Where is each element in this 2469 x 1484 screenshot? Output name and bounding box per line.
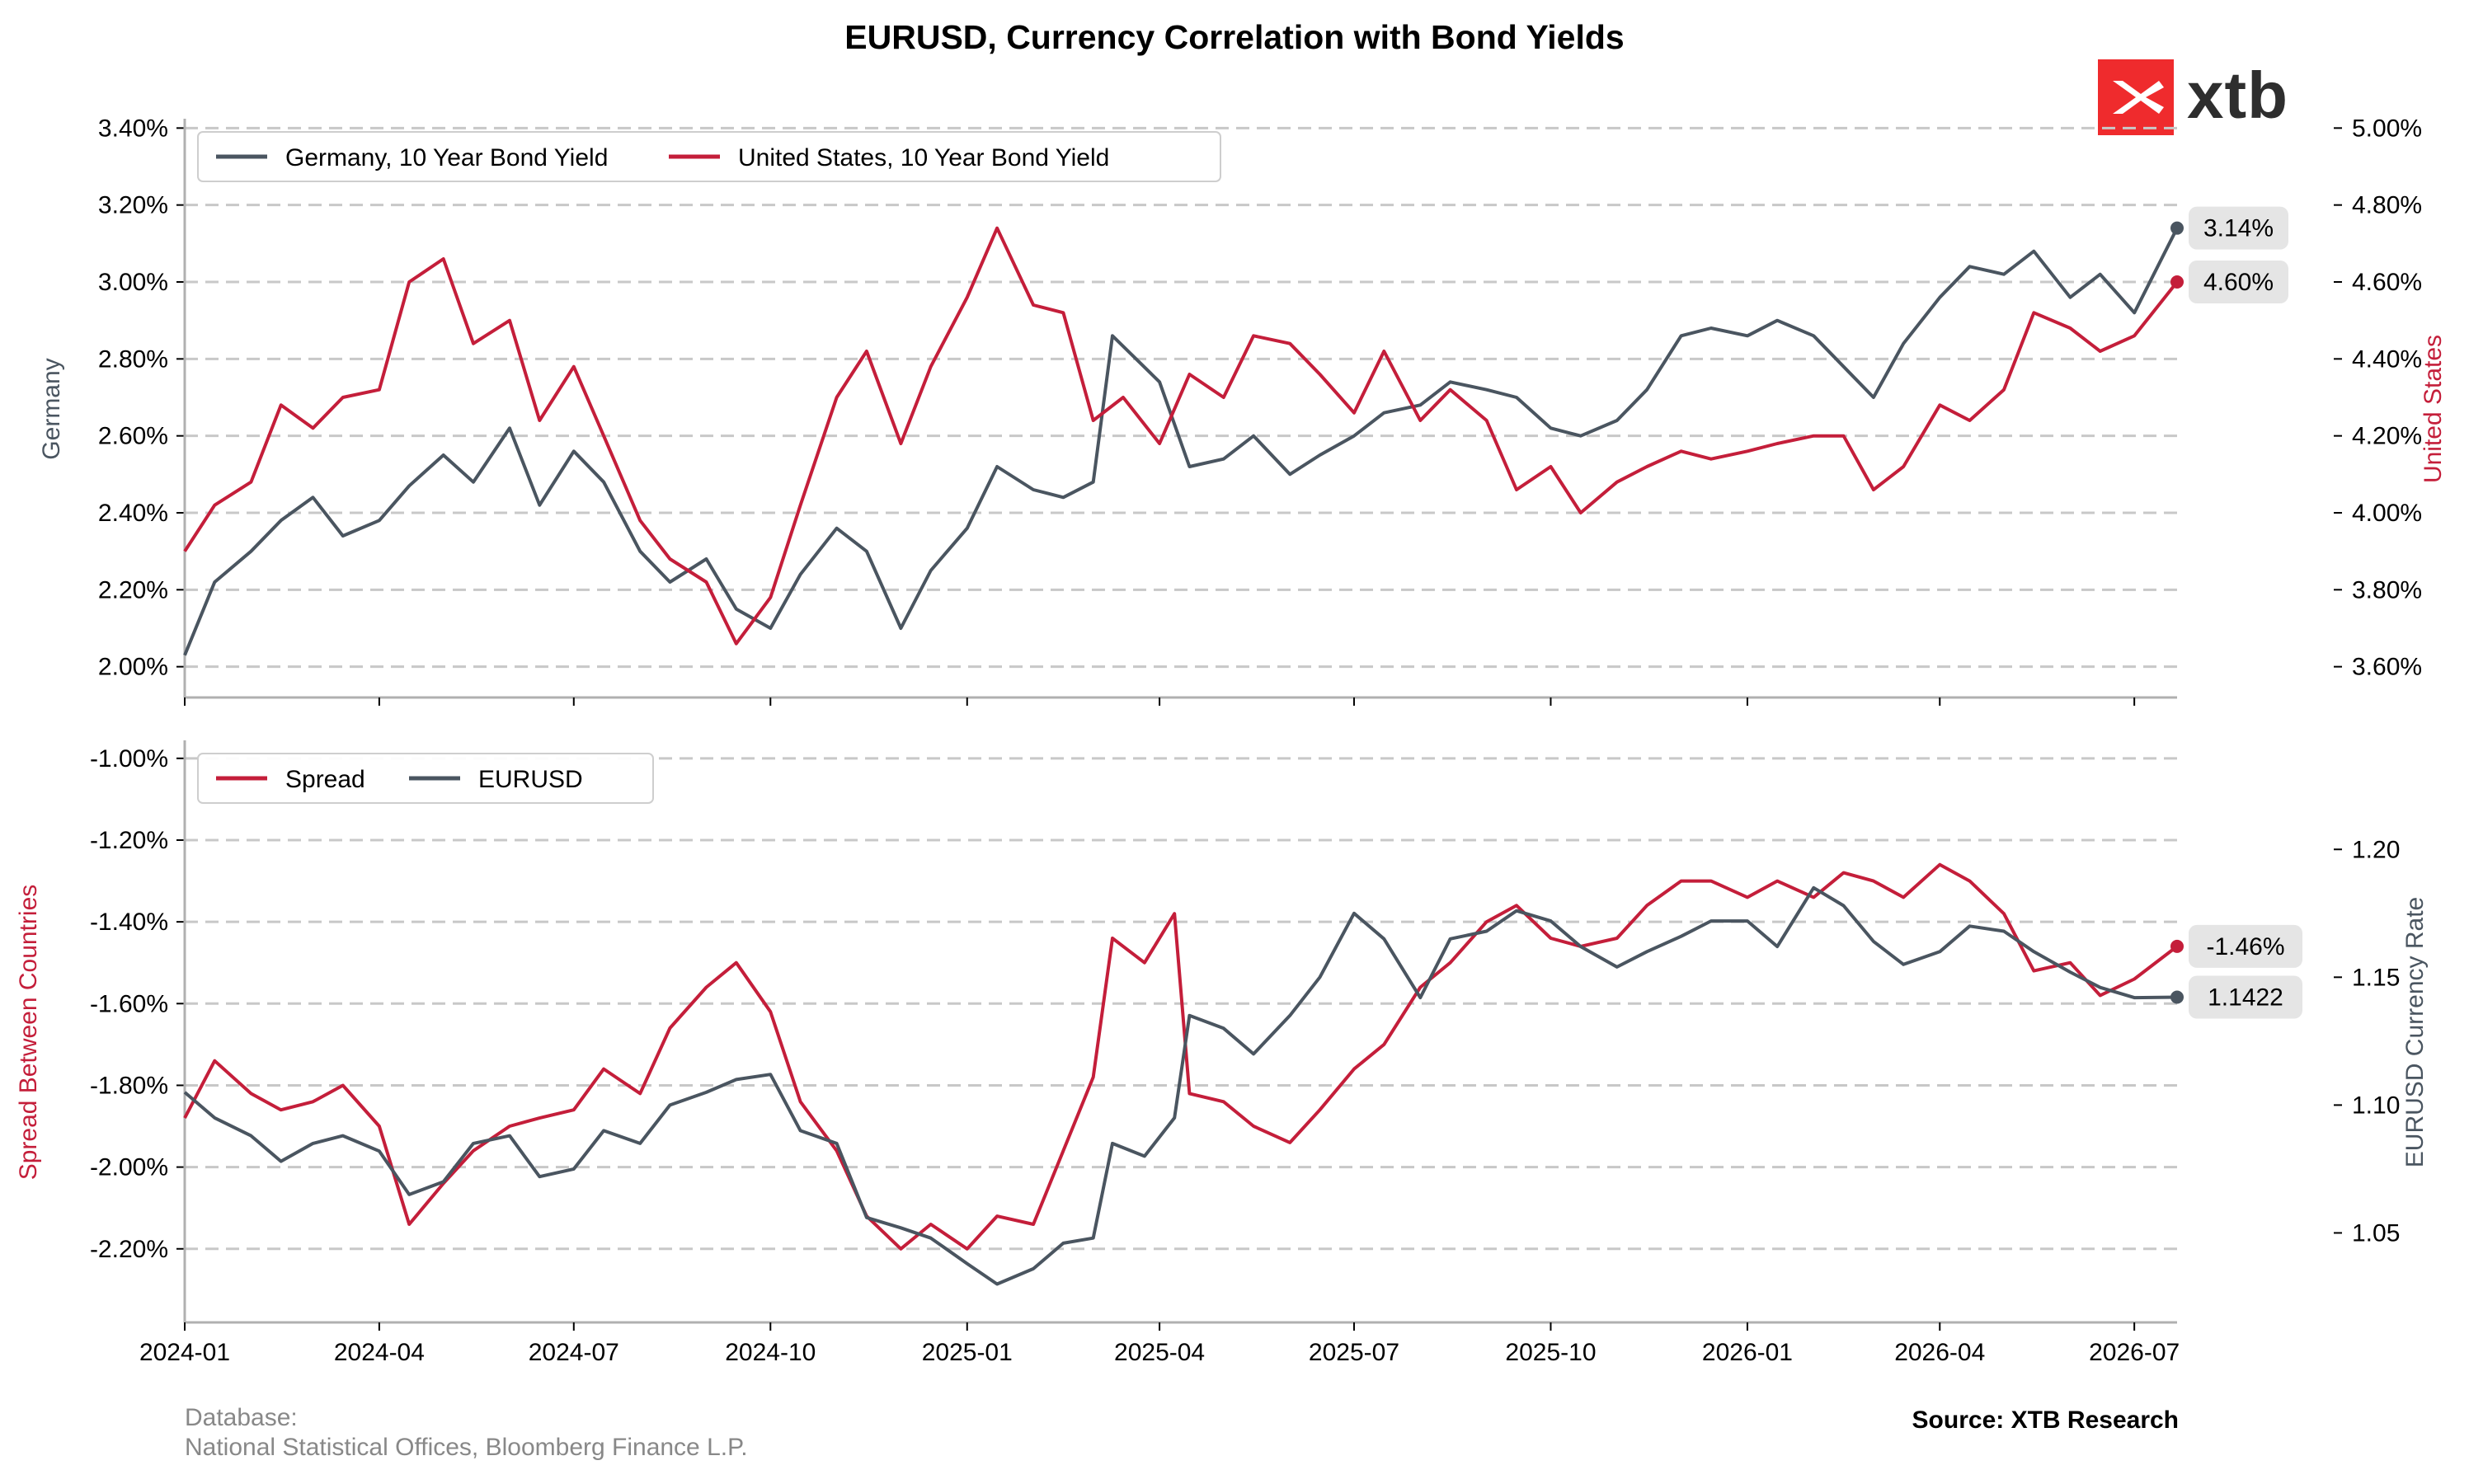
legend-entry-label: United States, 10 Year Bond Yield [738,144,1109,171]
last-value-marker [2170,275,2184,289]
x-tick-label: 2026-07 [2089,1339,2180,1366]
left-tick-label: -2.00% [90,1154,168,1181]
x-tick-label: 2026-01 [1702,1339,1793,1366]
x-tick-label: 2025-10 [1505,1339,1596,1366]
left-tick-label: -1.00% [90,745,168,773]
left-tick-label: 2.80% [98,345,168,373]
left-tick-label: -1.80% [90,1072,168,1099]
left-tick-label: -1.60% [90,990,168,1017]
last-value-badge [2189,975,2302,1019]
right-tick-label: 3.60% [2352,654,2422,681]
series-line [183,226,2179,646]
x-tick-label: 2024-01 [139,1339,230,1366]
xtb-logo-text: xtb [2187,59,2288,132]
footer-database-sources: National Statistical Offices, Bloomberg … [185,1434,748,1461]
top-panel: 2.00% 2.20% 2.40% 2.60% 2.80% 3.00% 3.20% 3.40%… [38,115,2447,706]
right-tick-label: 1.05 [2352,1219,2400,1247]
x-tick-label: 2025-01 [922,1339,1013,1366]
right-tick-label: 1.10 [2352,1092,2400,1119]
left-tick-label: -1.20% [90,827,168,854]
left-tick-label: -1.40% [90,909,168,936]
right-axis-label: EURUSD Currency Rate [2401,897,2429,1167]
xtb-x-icon [2113,81,2164,114]
last-value-badge [2189,924,2302,968]
last-value-label: 1.1422 [2208,984,2283,1012]
legend-entry-label: Spread [285,766,365,793]
right-tick-label: 4.40% [2352,345,2422,373]
right-tick-label: 1.15 [2352,964,2400,991]
x-tick-label: 2025-07 [1309,1339,1399,1366]
last-value-marker [2170,990,2184,1004]
left-tick-label: 2.00% [98,654,168,681]
series-line [183,885,2178,1286]
footer-source: Source: XTB Research [1912,1407,2179,1434]
last-value-marker [2170,939,2184,953]
footer-database-label: Database: [185,1404,298,1431]
left-axis-label: Spread Between Countries [15,885,42,1181]
right-tick-label: 4.60% [2352,269,2422,296]
bottom-panel: -2.20% -2.00% -1.80% -1.60% -1.40% -1.20% -1.0… [15,740,2429,1366]
last-value-badge [2189,261,2288,303]
series-line [183,862,2179,1251]
x-tick-label: 2025-04 [1114,1339,1205,1366]
right-tick-label: 4.20% [2352,423,2422,450]
left-tick-label: -2.20% [90,1236,168,1263]
legend-entry-label: Germany, 10 Year Bond Yield [285,144,608,171]
x-tick-label: 2026-04 [1894,1339,1985,1366]
left-tick-label: 3.20% [98,192,168,219]
last-value-label: 3.14% [2203,215,2274,242]
last-value-marker [2170,221,2184,235]
left-tick-label: 3.40% [98,115,168,142]
x-tick-label: 2024-04 [334,1339,425,1366]
last-value-label: -1.46% [2206,933,2284,960]
x-tick-label: 2024-07 [529,1339,619,1366]
right-tick-label: 4.80% [2352,192,2422,219]
right-tick-label: 3.80% [2352,576,2422,603]
left-tick-label: 2.60% [98,423,168,450]
xtb-logo: xtb [2098,59,2293,135]
last-value-label: 4.60% [2203,269,2274,296]
right-axis-label: United States [2420,335,2447,483]
left-tick-label: 2.40% [98,500,168,527]
footer-database: Database: National Statistical Offices, … [185,1403,748,1463]
left-tick-label: 2.20% [98,576,168,603]
right-tick-label: 4.00% [2352,500,2422,527]
xtb-logo-mark-icon [2098,59,2174,135]
x-tick-label: 2024-10 [725,1339,816,1366]
legend-entry-label: EURUSD [478,766,583,793]
series-line [183,227,2179,656]
chart-title: EURUSD, Currency Correlation with Bond Y… [844,18,1625,56]
last-value-badge [2189,206,2288,250]
right-tick-label: 1.20 [2352,836,2400,863]
left-tick-label: 3.00% [98,269,168,296]
right-tick-label: 5.00% [2352,115,2422,142]
left-axis-label: Germany [38,358,65,459]
